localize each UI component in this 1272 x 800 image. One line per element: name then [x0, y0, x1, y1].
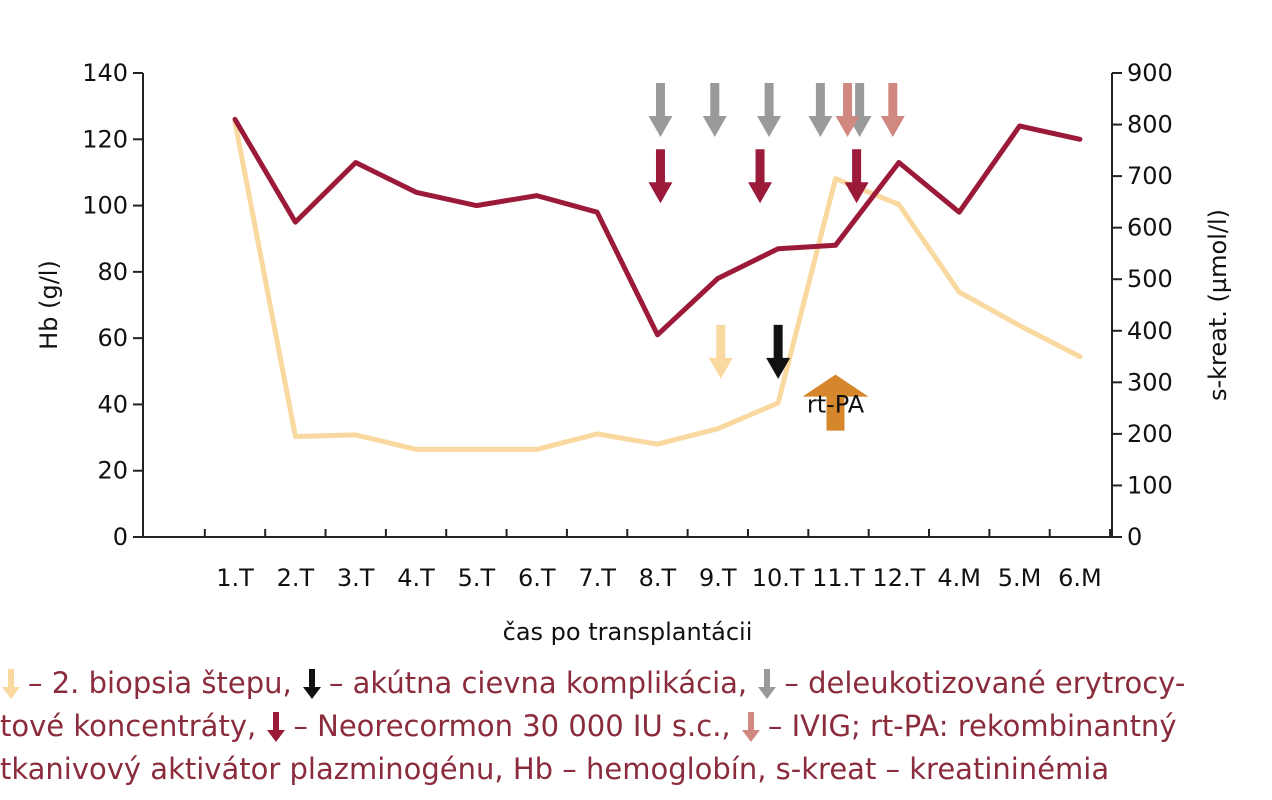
y-tick-label-left: 120: [82, 125, 128, 153]
y-tick-label-right: 700: [1127, 162, 1173, 190]
arrow-marker-deleukotizovane: [648, 82, 673, 137]
x-tick-label: 4.T: [397, 564, 435, 592]
y-tick-label-right: 600: [1127, 214, 1173, 242]
legend-arrow-icon: [267, 711, 286, 742]
y-tick-label-right: 800: [1127, 111, 1173, 139]
x-tick-label: 10.T: [752, 564, 805, 592]
legend-text: tkanivový aktivátor plazminogénu, Hb – h…: [0, 752, 1110, 786]
y-tick-label-right: 400: [1127, 317, 1173, 345]
legend-arrow-shape: [2, 668, 20, 699]
x-tick-label: 12.T: [872, 564, 925, 592]
arrow-marker-rt-pa: [802, 374, 869, 431]
event-markers: [648, 82, 905, 431]
y-tick-label-left: 40: [97, 390, 128, 418]
arrow-marker-deleukotizovane: [757, 82, 782, 137]
legend-arrow-shape: [267, 711, 286, 742]
legend-text: – 2. biopsia štepu,: [28, 666, 301, 700]
series-lines: [232, 116, 1083, 452]
x-axis-title: čas po transplantácii: [503, 618, 753, 646]
legend-text: – akútna cievna komplikácia,: [328, 666, 757, 700]
arrow-marker-neorecormon: [748, 149, 773, 204]
arrow-marker-neorecormon: [844, 149, 869, 204]
arrow-marker-deleukotizovane: [702, 82, 727, 137]
legend-text: tové koncentráty,: [0, 709, 266, 743]
x-tick-label: 3.T: [337, 564, 375, 592]
series-line-s-kreat: [232, 119, 1083, 452]
legend-text: – deleukotizované erytrocy-: [784, 666, 1186, 700]
chart-labels: 0 20 40 60 80 100 120 140 0 100 200 300 400 500 600 700…: [35, 59, 1232, 646]
x-tick-label: 2.T: [277, 564, 315, 592]
y-tick-label-right: 100: [1127, 471, 1173, 499]
y-tick-label-right: 500: [1127, 265, 1173, 293]
y-tick-label-left: 20: [97, 457, 128, 485]
x-tick-label: 7.T: [578, 564, 616, 592]
y-tick-label-right: 200: [1127, 420, 1173, 448]
y-axis-title-left: Hb (g/l): [35, 260, 63, 350]
arrow-marker-ivig: [880, 82, 905, 137]
legend-arrow-shape: [302, 668, 321, 699]
x-tick-label: 1.T: [216, 564, 254, 592]
chart-svg: 0 20 40 60 80 100 120 140 0 100 200 300 400 500 600 700…: [35, 59, 1232, 646]
arrow-marker-neorecormon: [648, 149, 673, 204]
legend-arrow-icon: [741, 711, 760, 742]
x-tick-label: 11.T: [812, 564, 865, 592]
arrow-marker-biopsia: [708, 324, 733, 379]
legend-text: – Neorecormon 30 000 IU s.c.,: [293, 709, 740, 743]
x-tick-label: 5.M: [998, 564, 1042, 592]
x-tick-label: 6.T: [518, 564, 556, 592]
y-tick-label-left: 80: [97, 258, 128, 286]
series-line-hb: [232, 116, 1083, 338]
x-tick-label: 6.M: [1058, 564, 1102, 592]
legend-line: tkanivový aktivátor plazminogénu, Hb – h…: [0, 748, 1272, 791]
legend-arrow-icon: [2, 668, 20, 699]
y-tick-label-left: 0: [113, 523, 128, 551]
arrow-marker-deleukotizovane: [808, 82, 833, 137]
x-tick-label: 4.M: [937, 564, 981, 592]
legend-line: – 2. biopsia štepu, – akútna cievna komp…: [0, 662, 1272, 705]
x-tick-label: 9.T: [699, 564, 737, 592]
y-tick-label-left: 140: [82, 59, 128, 87]
y-tick-label-left: 100: [82, 192, 128, 220]
y-tick-label-right: 0: [1127, 523, 1142, 551]
arrow-marker-cievna: [766, 324, 791, 379]
legend-caption: – 2. biopsia štepu, – akútna cievna komp…: [0, 662, 1272, 791]
arrow-marker-ivig: [835, 82, 860, 137]
x-tick-label: 5.T: [458, 564, 496, 592]
legend-arrow-shape: [758, 668, 777, 699]
legend-arrow-icon: [302, 668, 321, 699]
x-tick-label: 8.T: [639, 564, 677, 592]
legend-arrow-icon: [758, 668, 777, 699]
annotation-label: rt-PA: [807, 390, 865, 418]
y-tick-label-left: 60: [97, 324, 128, 352]
y-axis-title-right: s-kreat. (µmol/l): [1204, 209, 1232, 401]
axes: [133, 72, 1122, 538]
y-tick-label-right: 900: [1127, 59, 1173, 87]
legend-text: – IVIG; rt-PA: rekombinantný: [767, 709, 1177, 743]
legend-line: tové koncentráty, – Neorecormon 30 000 I…: [0, 705, 1272, 748]
y-tick-label-right: 300: [1127, 368, 1173, 396]
legend-arrow-shape: [741, 711, 760, 742]
